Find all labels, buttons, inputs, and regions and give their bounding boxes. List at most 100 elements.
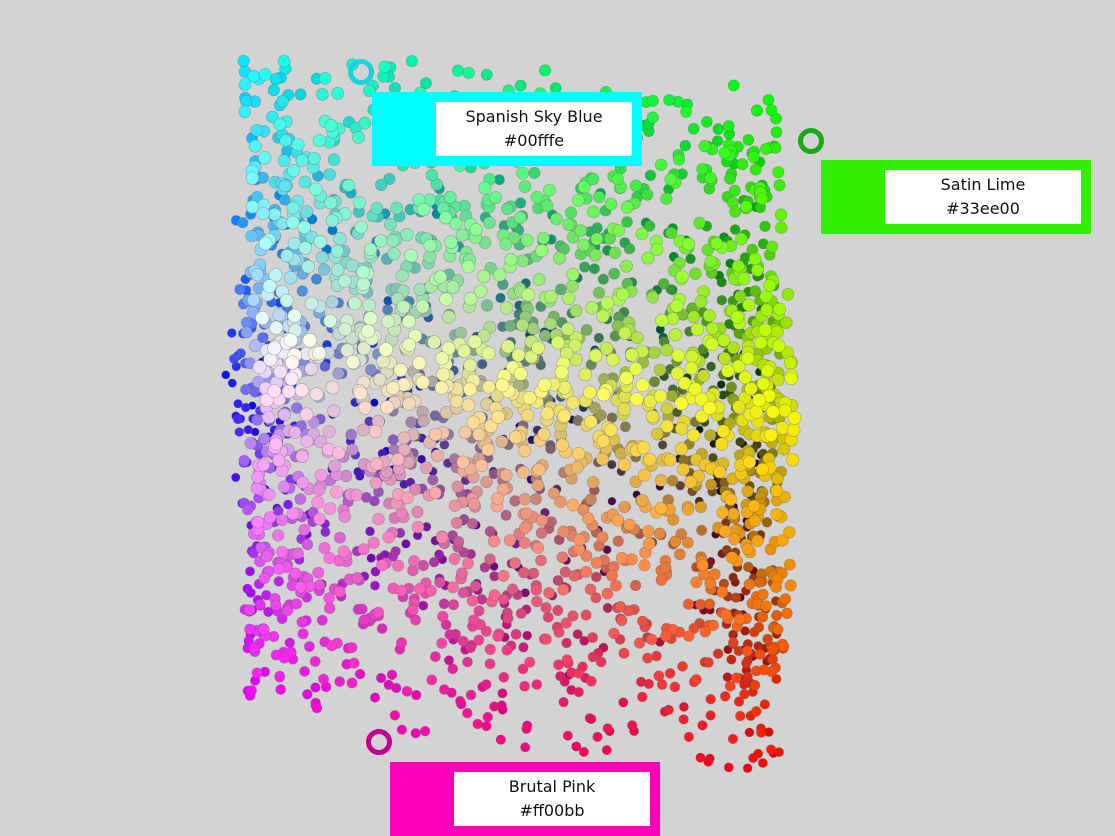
color-point	[383, 172, 396, 185]
color-point	[520, 507, 533, 520]
color-point	[586, 476, 600, 489]
color-point	[279, 134, 293, 147]
color-point	[405, 416, 418, 429]
swatch-name: Spanish Sky Blue	[465, 107, 603, 126]
color-point	[276, 95, 289, 108]
color-point	[245, 566, 255, 577]
color-point	[466, 594, 479, 607]
color-point	[601, 745, 612, 756]
color-point	[330, 244, 345, 258]
color-point	[448, 599, 460, 611]
color-point	[242, 583, 253, 594]
color-point	[391, 682, 402, 694]
color-point	[756, 376, 771, 391]
color-point	[520, 408, 535, 423]
color-point	[615, 551, 629, 565]
color-point	[437, 610, 449, 623]
color-point	[650, 242, 664, 256]
color-point	[401, 337, 416, 352]
color-point	[259, 392, 274, 407]
color-point	[618, 697, 629, 708]
color-point	[720, 608, 733, 621]
color-point	[467, 334, 482, 349]
color-point	[245, 171, 260, 185]
color-point	[660, 402, 674, 415]
color-point	[285, 646, 297, 658]
color-point	[772, 339, 786, 353]
color-point	[435, 351, 450, 366]
color-point	[695, 409, 709, 424]
color-point	[522, 630, 533, 641]
color-point	[331, 86, 345, 100]
color-point	[690, 674, 702, 685]
color-point	[353, 386, 368, 401]
color-point	[695, 752, 706, 763]
color-point	[722, 672, 733, 682]
color-point	[510, 628, 522, 640]
color-point	[577, 180, 591, 194]
color-point	[562, 218, 576, 231]
color-point	[518, 444, 532, 458]
color-point	[246, 293, 261, 307]
color-point	[719, 691, 731, 702]
color-point	[750, 706, 762, 717]
color-point	[727, 341, 740, 355]
color-point	[352, 196, 367, 210]
color-point	[370, 566, 381, 577]
swatch-name: Satin Lime	[940, 175, 1026, 194]
color-point	[593, 190, 606, 204]
color-point	[358, 116, 372, 130]
color-point	[415, 375, 430, 390]
color-point	[697, 720, 708, 731]
color-point	[580, 324, 593, 336]
color-point	[495, 435, 509, 449]
color-point	[401, 539, 411, 549]
color-point	[635, 378, 650, 393]
color-point	[681, 503, 695, 516]
color-point	[473, 634, 485, 646]
color-point	[543, 183, 556, 197]
color-point	[704, 429, 717, 442]
color-point	[779, 316, 793, 330]
color-point	[356, 264, 371, 279]
color-point	[419, 77, 432, 90]
color-point	[428, 556, 440, 568]
color-point	[297, 628, 309, 640]
color-point	[590, 571, 602, 583]
color-point	[718, 525, 732, 538]
color-point	[515, 197, 527, 209]
color-point	[644, 169, 657, 181]
color-point	[521, 287, 536, 302]
color-point	[531, 478, 545, 492]
color-point	[557, 408, 572, 423]
color-point	[304, 296, 319, 311]
color-point	[370, 692, 381, 703]
color-point	[387, 551, 399, 562]
color-point	[599, 341, 614, 356]
color-point	[724, 172, 736, 185]
color-point	[733, 696, 745, 707]
color-point	[612, 224, 626, 237]
color-point	[617, 458, 632, 472]
color-point	[267, 340, 282, 356]
color-point	[455, 228, 469, 242]
color-point	[346, 443, 359, 456]
color-point	[462, 656, 473, 668]
color-point	[251, 667, 263, 679]
color-point	[742, 298, 756, 312]
color-point	[657, 278, 670, 290]
color-point	[474, 284, 488, 299]
color-point	[410, 614, 422, 626]
color-point	[670, 299, 684, 313]
color-point	[296, 285, 308, 297]
color-point	[314, 579, 326, 591]
color-point	[693, 216, 706, 230]
color-point	[382, 530, 395, 544]
color-point	[516, 465, 530, 479]
color-point	[624, 348, 639, 362]
color-point	[401, 685, 413, 697]
color-point	[310, 273, 322, 285]
color-point	[562, 730, 573, 741]
color-point	[633, 637, 646, 649]
color-point	[763, 278, 777, 292]
